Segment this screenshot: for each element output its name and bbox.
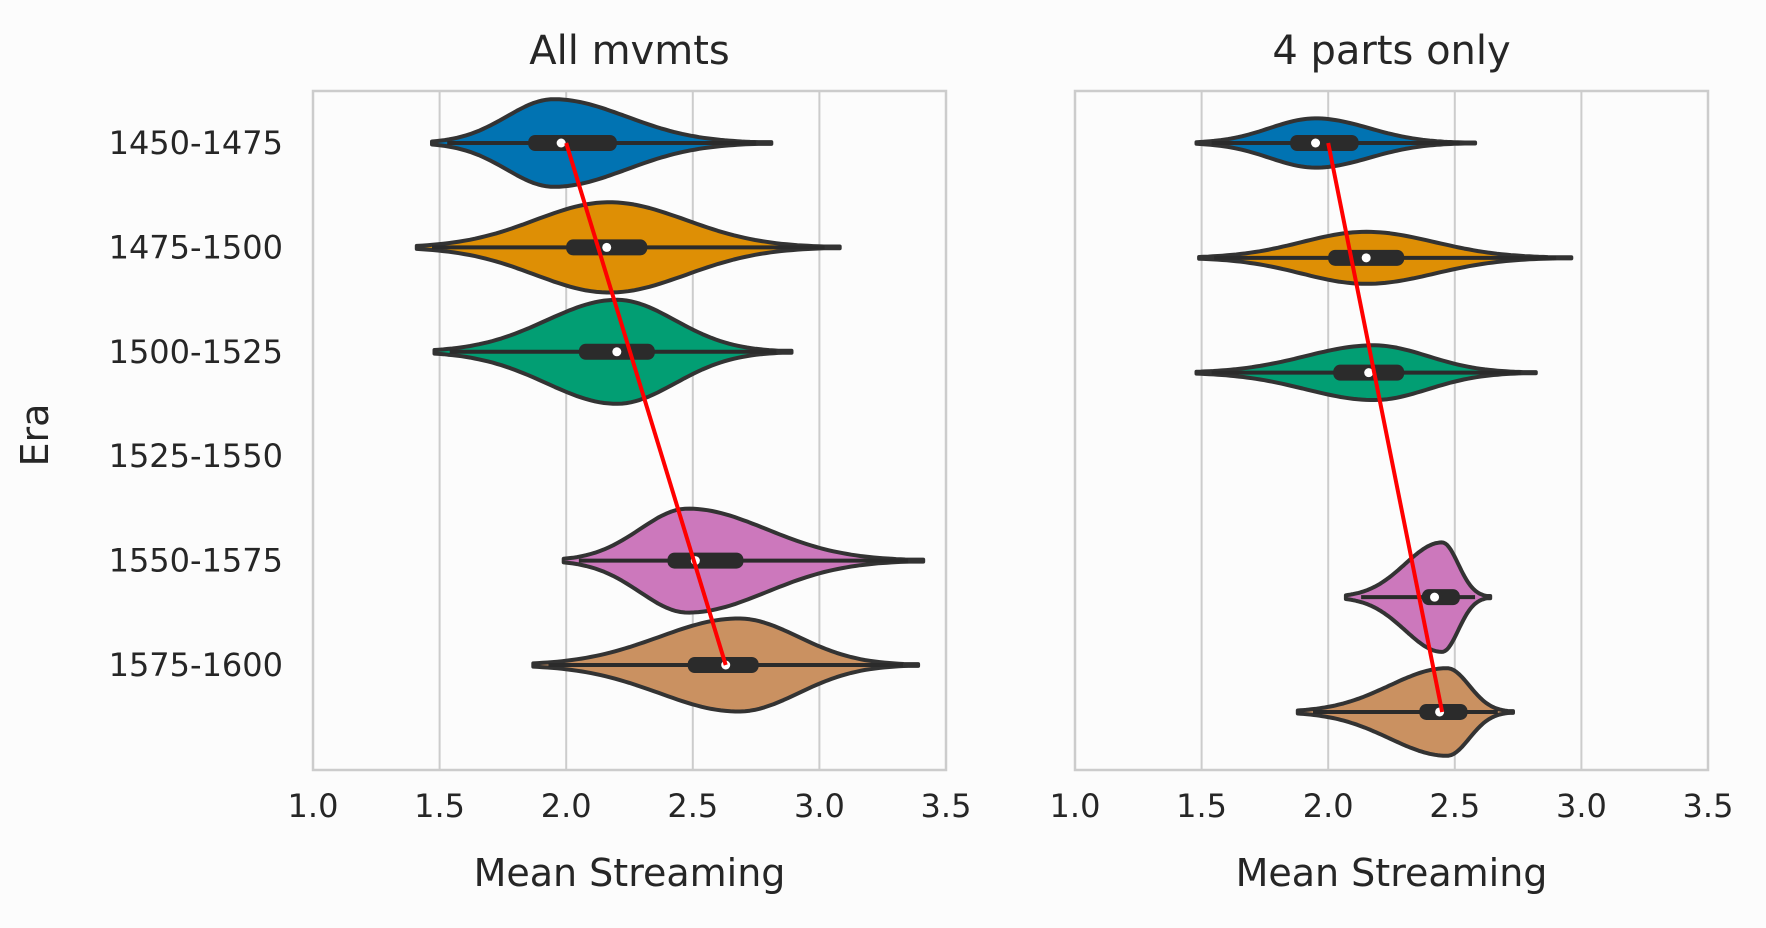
panel-title: All mvmts: [529, 28, 729, 74]
x-tick-label: 1.5: [414, 787, 465, 825]
x-tick-labels: 1.0 1.5 2.0 2.5 3.0 3.5: [1050, 787, 1734, 825]
violin-median-dot: [1361, 253, 1371, 263]
trend-line-group: [564, 142, 728, 666]
panel-all-mvmts: 1.0 1.5 2.0 2.5 3.0 3.5 1450-1475 1475-1500 150…: [13, 28, 971, 895]
violin-iqr-box: [1290, 135, 1359, 151]
x-tick-label: 1.0: [1050, 787, 1101, 825]
y-tick-label: 1550-1575: [109, 542, 283, 580]
y-tick-labels: 1450-1475 1475-1500 1500-1525 1525-1550 1550…: [109, 124, 283, 684]
violin-median-dot: [1311, 138, 1321, 148]
violin-median-dot: [556, 138, 566, 148]
violin-1550-1575: [561, 506, 926, 615]
violin-iqr-box: [1421, 589, 1460, 606]
violin-1450-1475: [430, 97, 774, 189]
y-tick-label: 1475-1500: [109, 228, 283, 266]
violin-median-dot: [612, 347, 622, 357]
plot-frame: [311, 89, 948, 772]
panel-4-parts-only: 1.0 1.5 2.0 2.5 3.0 3.5 4 parts only Mean Str…: [1050, 28, 1734, 895]
plot-frame: [1073, 89, 1710, 772]
violins: [414, 97, 926, 714]
violin-iqr-box: [667, 552, 744, 569]
violin-median-dot: [1430, 592, 1440, 602]
x-tick-label: 2.5: [1429, 787, 1480, 825]
y-tick-label: 1500-1525: [109, 333, 283, 371]
x-axis-label: Mean Streaming: [474, 851, 786, 895]
x-tick-label: 3.0: [1556, 787, 1607, 825]
x-tick-labels: 1.0 1.5 2.0 2.5 3.0 3.5: [288, 787, 972, 825]
panel-title: 4 parts only: [1272, 28, 1510, 74]
x-tick-label: 3.5: [921, 787, 972, 825]
violin-1575-1600: [1295, 666, 1515, 758]
x-tick-label: 2.0: [541, 787, 592, 825]
violin-1475-1500: [414, 200, 842, 295]
y-axis-label: Era: [13, 404, 57, 467]
x-tick-label: 2.5: [667, 787, 718, 825]
x-tick-label: 1.0: [288, 787, 339, 825]
violin-1475-1500: [1197, 229, 1574, 286]
violin-1500-1525: [1194, 343, 1538, 402]
violin-1500-1525: [432, 297, 794, 406]
violin-median-dot: [602, 242, 612, 252]
y-tick-label: 1575-1600: [109, 646, 283, 684]
x-tick-label: 1.5: [1176, 787, 1227, 825]
y-tick-label: 1450-1475: [109, 124, 283, 162]
x-tick-label: 3.0: [794, 787, 845, 825]
trend-line: [564, 142, 728, 666]
trend-line-group: [1326, 142, 1445, 713]
y-tick-label: 1525-1550: [109, 437, 283, 475]
violin-median-dot: [1364, 368, 1374, 378]
violins: [1194, 116, 1574, 758]
violin-iqr-box: [528, 135, 617, 151]
trend-line: [1326, 142, 1445, 713]
x-tick-label: 2.0: [1303, 787, 1354, 825]
violin-1450-1475: [1194, 116, 1478, 170]
x-grid-lines: [1074, 91, 1709, 770]
x-axis-label: Mean Streaming: [1236, 851, 1548, 895]
x-tick-label: 3.5: [1683, 787, 1734, 825]
